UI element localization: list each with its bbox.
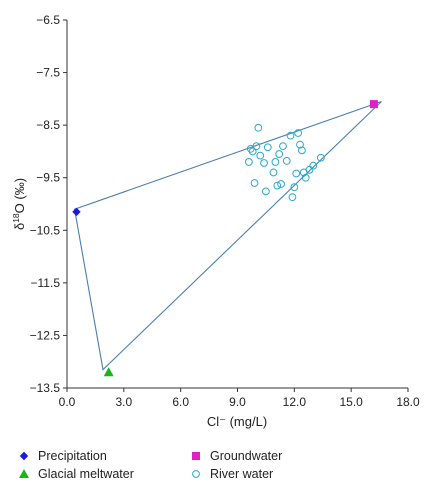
legend-label: Groundwater: [210, 449, 282, 463]
point-river-water: [316, 153, 325, 162]
point-river-water: [273, 181, 282, 190]
x-ticks: 0.0 3.0 6.0 9.0 12.0 15.0 18.0: [59, 388, 420, 409]
legend-label: Precipitation: [38, 449, 107, 463]
y-tick-label: −9.5: [36, 171, 60, 185]
y-tick-label: −7.5: [36, 66, 60, 80]
point-glacial-meltwater: [103, 367, 114, 377]
point-river-water: [254, 123, 263, 132]
point-river-water: [301, 173, 310, 182]
point-river-water: [262, 187, 270, 196]
x-tick-label: 12.0: [283, 395, 307, 409]
x-tick-label: 15.0: [339, 395, 363, 409]
point-river-water: [244, 158, 253, 166]
legend-item: Groundwater: [192, 449, 282, 463]
y-tick-label: −10.5: [30, 223, 61, 237]
x-tick-label: 18.0: [396, 395, 420, 409]
legend-label: Glacial meltwater: [38, 467, 134, 481]
point-river-water: [282, 156, 291, 165]
legend: Precipitation Glacial meltwater Groundwate…: [19, 449, 282, 481]
legend-marker: [19, 451, 29, 461]
point-river-water: [294, 129, 303, 137]
point-groundwater: [369, 100, 378, 109]
legend-item: Glacial meltwater: [19, 467, 134, 481]
point-river-water: [269, 168, 278, 177]
y-axis-title: δ18O (‰): [11, 178, 27, 230]
mixing-triangle: [73, 100, 382, 371]
point-river-water: [290, 183, 299, 192]
legend-label: River water: [210, 467, 273, 481]
y-tick-label: −12.5: [30, 328, 61, 342]
x-tick-label: 3.0: [115, 395, 132, 409]
x-axis-title: Cl⁻ (mg/L): [207, 414, 267, 429]
point-river-water: [256, 151, 265, 160]
legend-marker: [192, 470, 200, 478]
legend-marker: [192, 452, 200, 460]
point-river-water: [298, 146, 306, 155]
y-tick-label: −11.5: [31, 276, 61, 290]
y-tick-label: −13.5: [30, 381, 61, 395]
point-precipitation: [72, 207, 81, 217]
y-tick-label: −6.5: [36, 13, 60, 27]
legend-item: River water: [192, 467, 273, 481]
point-river-water: [288, 193, 297, 202]
point-river-water: [252, 142, 261, 151]
point-river-water: [286, 131, 295, 140]
y-ticks: −6.5 −7.5 −8.5 −9.5 −10.5 −11.5 −12.5 −13.5: [30, 13, 67, 395]
point-river-water: [263, 143, 272, 152]
point-river-water: [275, 150, 284, 158]
point-river-water: [271, 158, 280, 166]
point-river-water: [292, 169, 301, 178]
point-river-water: [309, 161, 318, 170]
plot-area: −6.5 −7.5 −8.5 −9.5 −10.5 −11.5 −12.5 −13.5 0.0…: [30, 13, 420, 409]
legend-item: Precipitation: [19, 449, 107, 463]
point-river-water: [296, 140, 304, 149]
point-river-water: [248, 147, 257, 156]
x-tick-label: 9.0: [229, 395, 246, 409]
y-tick-label: −8.5: [36, 118, 60, 132]
point-river-water: [305, 165, 314, 174]
point-river-water: [260, 159, 268, 167]
point-river-water: [279, 142, 287, 151]
x-tick-label: 6.0: [172, 395, 189, 409]
legend-marker: [19, 469, 29, 478]
x-tick-label: 0.0: [59, 395, 76, 409]
data-points: [72, 100, 378, 377]
point-river-water: [250, 179, 259, 187]
point-river-water: [277, 180, 285, 188]
